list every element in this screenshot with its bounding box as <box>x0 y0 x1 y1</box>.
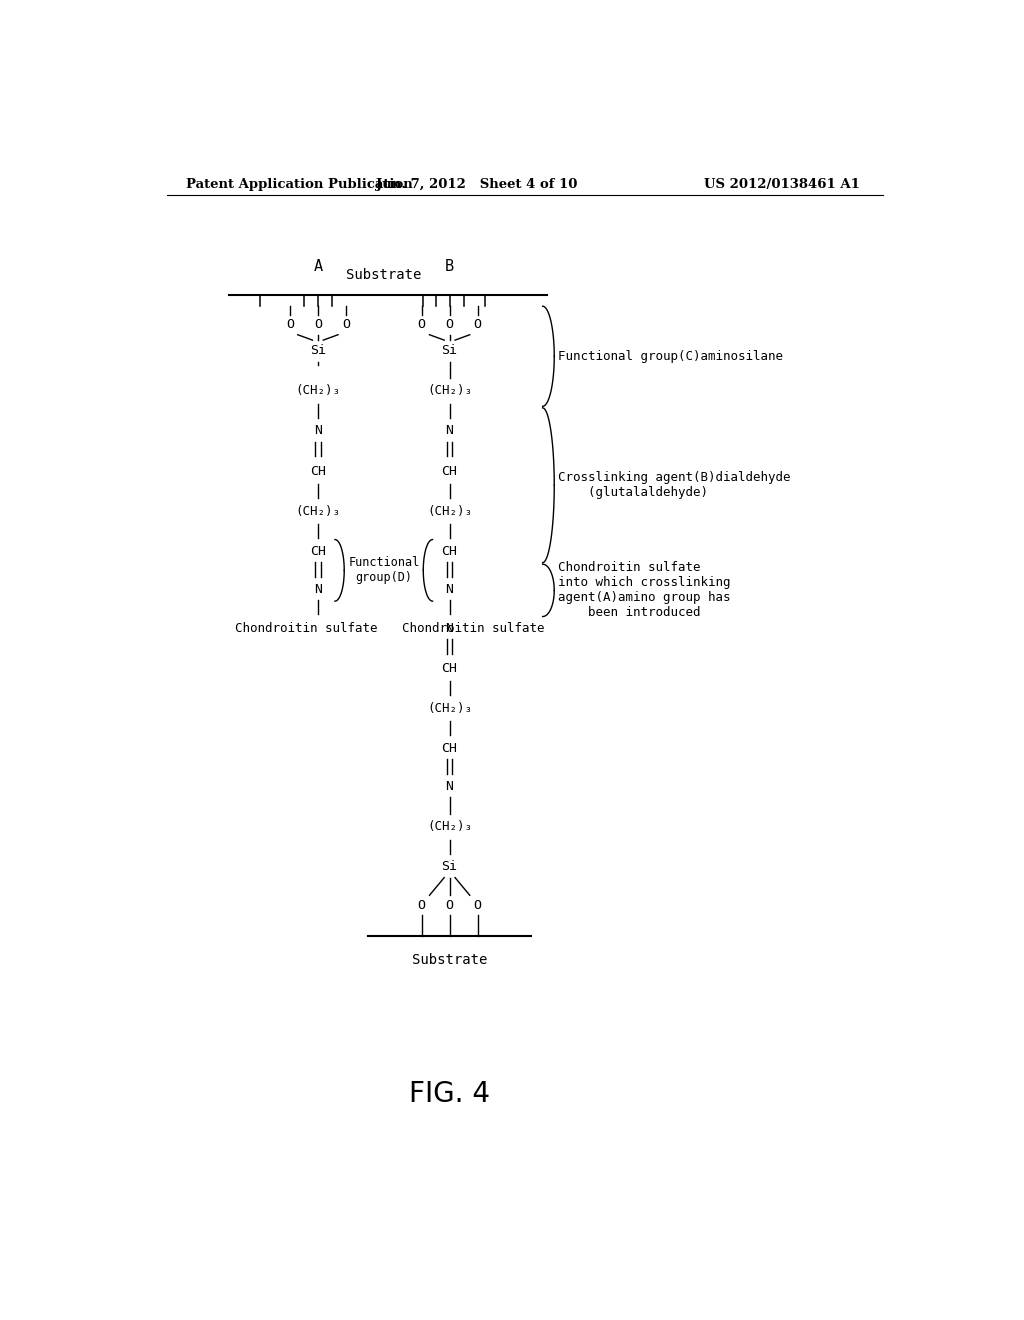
Text: Substrate: Substrate <box>346 268 422 281</box>
Text: A: A <box>313 259 323 275</box>
Text: Jun. 7, 2012   Sheet 4 of 10: Jun. 7, 2012 Sheet 4 of 10 <box>376 178 578 190</box>
Text: N: N <box>445 583 454 597</box>
Text: CH: CH <box>310 545 326 557</box>
Text: Chondroitin sulfate
into which crosslinking
agent(A)amino group has
    been int: Chondroitin sulfate into which crosslink… <box>558 561 731 619</box>
Text: Functional
group(D): Functional group(D) <box>348 556 420 585</box>
Text: Chondroitin sulfate: Chondroitin sulfate <box>401 622 544 635</box>
Text: CH: CH <box>441 465 458 478</box>
Text: N: N <box>314 583 322 597</box>
Text: CH: CH <box>310 465 326 478</box>
Text: O: O <box>473 899 481 912</box>
Text: O: O <box>418 318 426 331</box>
Text: N: N <box>445 780 454 793</box>
Text: N: N <box>314 425 322 437</box>
Text: Functional group(C)aminosilane: Functional group(C)aminosilane <box>558 350 783 363</box>
Text: FIG. 4: FIG. 4 <box>410 1080 490 1107</box>
Text: CH: CH <box>441 742 458 755</box>
Text: Si: Si <box>310 345 326 358</box>
Text: (CH₂)₃: (CH₂)₃ <box>427 820 472 833</box>
Text: O: O <box>445 899 454 912</box>
Text: (CH₂)₃: (CH₂)₃ <box>295 504 340 517</box>
Text: Crosslinking agent(B)dialdehyde
    (glutalaldehyde): Crosslinking agent(B)dialdehyde (glutala… <box>558 471 791 499</box>
Text: Patent Application Publication: Patent Application Publication <box>186 178 413 190</box>
Text: O: O <box>314 318 322 331</box>
Text: CH: CH <box>441 545 458 557</box>
Text: N: N <box>445 425 454 437</box>
Text: Substrate: Substrate <box>412 953 487 968</box>
Text: B: B <box>445 259 455 275</box>
Text: O: O <box>286 318 294 331</box>
Text: (CH₂)₃: (CH₂)₃ <box>427 504 472 517</box>
Text: (CH₂)₃: (CH₂)₃ <box>427 702 472 714</box>
Text: Si: Si <box>441 861 458 874</box>
Text: O: O <box>418 899 426 912</box>
Text: US 2012/0138461 A1: US 2012/0138461 A1 <box>705 178 860 190</box>
Text: (CH₂)₃: (CH₂)₃ <box>427 384 472 397</box>
Text: O: O <box>473 318 481 331</box>
Text: Chondroitin sulfate: Chondroitin sulfate <box>234 622 378 635</box>
Text: N: N <box>445 622 454 635</box>
Text: CH: CH <box>441 661 458 675</box>
Text: (CH₂)₃: (CH₂)₃ <box>295 384 340 397</box>
Text: Si: Si <box>441 345 458 358</box>
Text: O: O <box>445 318 454 331</box>
Text: O: O <box>342 318 350 331</box>
